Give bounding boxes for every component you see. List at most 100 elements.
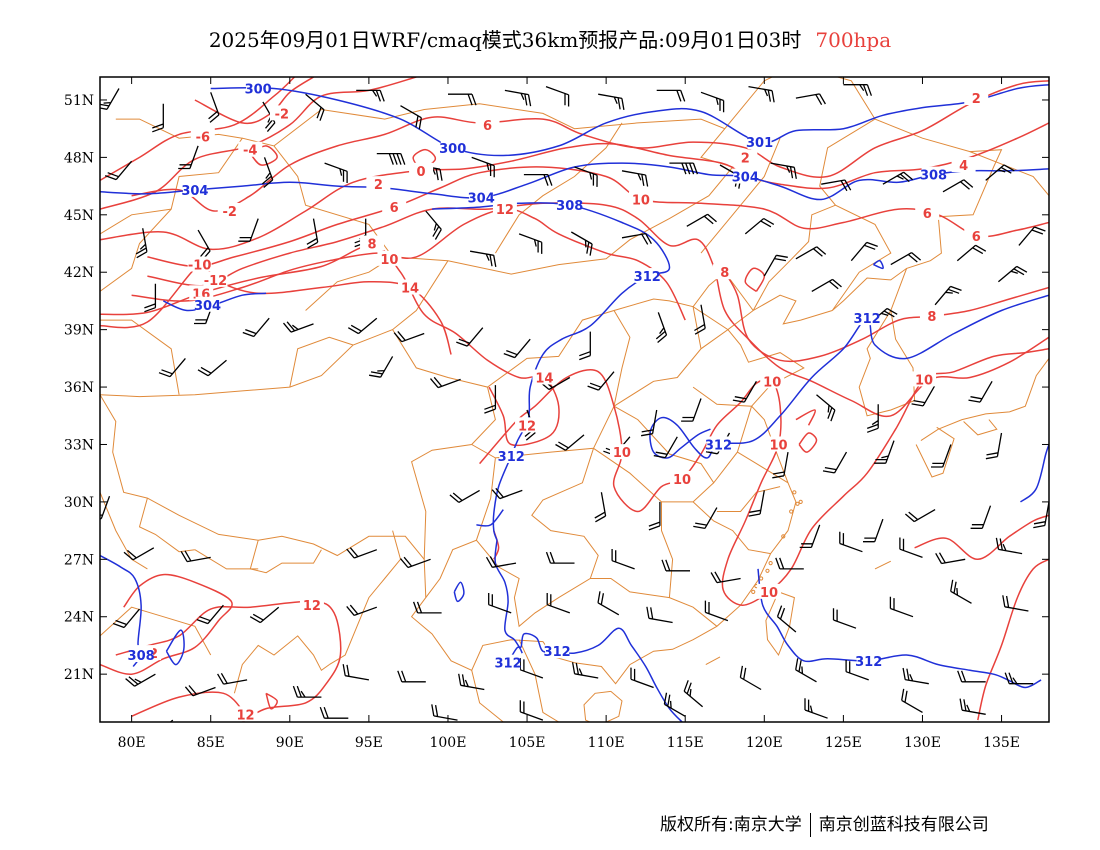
height-isoline [210, 83, 1049, 157]
lon-tick-label: 95E [355, 735, 383, 751]
boundary-line [233, 635, 330, 694]
height-isoline [476, 509, 504, 527]
wind-barb [890, 252, 922, 266]
contour-label: 312 [705, 438, 732, 453]
wind-barb [942, 179, 974, 193]
boundary-line [752, 204, 836, 311]
wind-barb [292, 685, 322, 698]
wind-barb [640, 409, 658, 437]
wind-barb [519, 658, 544, 679]
contour-label-bg [557, 197, 582, 213]
temperature-contours [100, 77, 1049, 722]
wind-barb [412, 601, 442, 614]
wind-barb [704, 600, 729, 622]
contour-label-bg [203, 271, 228, 287]
contour-label-bg [628, 191, 653, 207]
contour-label: 10 [763, 375, 781, 390]
contour-label-bg [545, 643, 570, 659]
contour-label-bg [246, 80, 271, 96]
lon-tick-label: 120E [746, 735, 783, 751]
wind-barb [874, 440, 895, 464]
lat-tick-label: 33N [64, 437, 94, 453]
wind-barb [158, 357, 186, 378]
contour-label-bg [409, 162, 434, 178]
wind-barb [995, 537, 1023, 555]
contour-label-bg [233, 706, 258, 722]
wind-barb [104, 160, 133, 181]
boundary-line [692, 271, 754, 349]
wind-barb [739, 665, 762, 691]
lon-tick-label: 130E [904, 735, 941, 751]
island-outline [781, 534, 786, 539]
wind-barb [959, 698, 986, 715]
wind-barb [611, 549, 635, 570]
contour-label: 12 [303, 599, 321, 614]
wind-barb [985, 164, 1015, 181]
wind-barb [180, 550, 211, 563]
contour-label-bg [195, 296, 220, 312]
wind-barb [458, 673, 485, 691]
contour-label-bg [469, 189, 494, 205]
contour-label-bg [760, 373, 785, 389]
wind-barb [694, 304, 706, 335]
wind-barb [400, 105, 422, 130]
boundary-line [613, 386, 753, 484]
wind-barb [574, 166, 598, 187]
wind-barb [504, 89, 532, 107]
island-outline [798, 499, 803, 504]
contour-label: 8 [720, 266, 729, 281]
height-isoline [494, 540, 683, 722]
contour-label: 6 [923, 207, 932, 222]
contour-label: 10 [673, 473, 691, 488]
contour-label-bg [712, 264, 737, 280]
wind-barb [571, 662, 599, 679]
boundary-line [583, 690, 623, 722]
contour-label: 14 [401, 282, 419, 297]
wind-barb [934, 285, 962, 306]
wind-barb [555, 434, 585, 451]
wind-barb [197, 229, 211, 261]
wind-barb [663, 692, 686, 717]
wind-barb [648, 501, 661, 531]
boundary-line [518, 639, 559, 722]
wind-barb [1002, 595, 1029, 612]
contour-label: -10 [188, 259, 212, 274]
contour-label: -12 [204, 274, 228, 289]
wind-barb [319, 706, 349, 719]
wind-barb [748, 490, 765, 517]
temperature-isotherm [100, 122, 1049, 251]
boundary-line [100, 606, 212, 656]
height-isoline [757, 568, 1042, 689]
wind-barb [970, 505, 992, 529]
lon-tick-label: 125E [825, 735, 862, 751]
wind-barb [570, 231, 593, 256]
wind-barb [795, 658, 817, 683]
contour-label-bg [182, 181, 207, 197]
wind-barb [985, 432, 1003, 460]
wind-barb [346, 604, 378, 617]
lat-tick-label: 24N [64, 610, 94, 626]
wind-barb [503, 338, 531, 359]
wind-barb [144, 283, 157, 313]
contour-label-bg [515, 417, 540, 433]
wind-barb [957, 670, 986, 683]
wind-barb [342, 664, 370, 681]
wind-barb [732, 380, 757, 403]
boundary-line [969, 151, 1049, 197]
boundary-line [705, 656, 721, 666]
wind-barb [901, 688, 923, 713]
boundary-line [471, 670, 504, 722]
boundary-line [661, 501, 674, 598]
wind-barb [376, 152, 406, 165]
lon-tick-label: 85E [197, 735, 225, 751]
wind-barb [843, 84, 873, 96]
wind-barb [902, 667, 929, 685]
wind-barb [484, 385, 497, 414]
wind-barb [491, 487, 523, 500]
boundary-line [289, 336, 354, 388]
lon-tick-label: 90E [276, 735, 304, 751]
contour-label: 312 [544, 645, 571, 660]
wind-barb [911, 384, 936, 407]
longitude-axis: 80E 85E 90E 95E 100E 105E 110E 115E 120E 125E 130E… [118, 77, 1020, 751]
boundary-line [471, 309, 631, 459]
